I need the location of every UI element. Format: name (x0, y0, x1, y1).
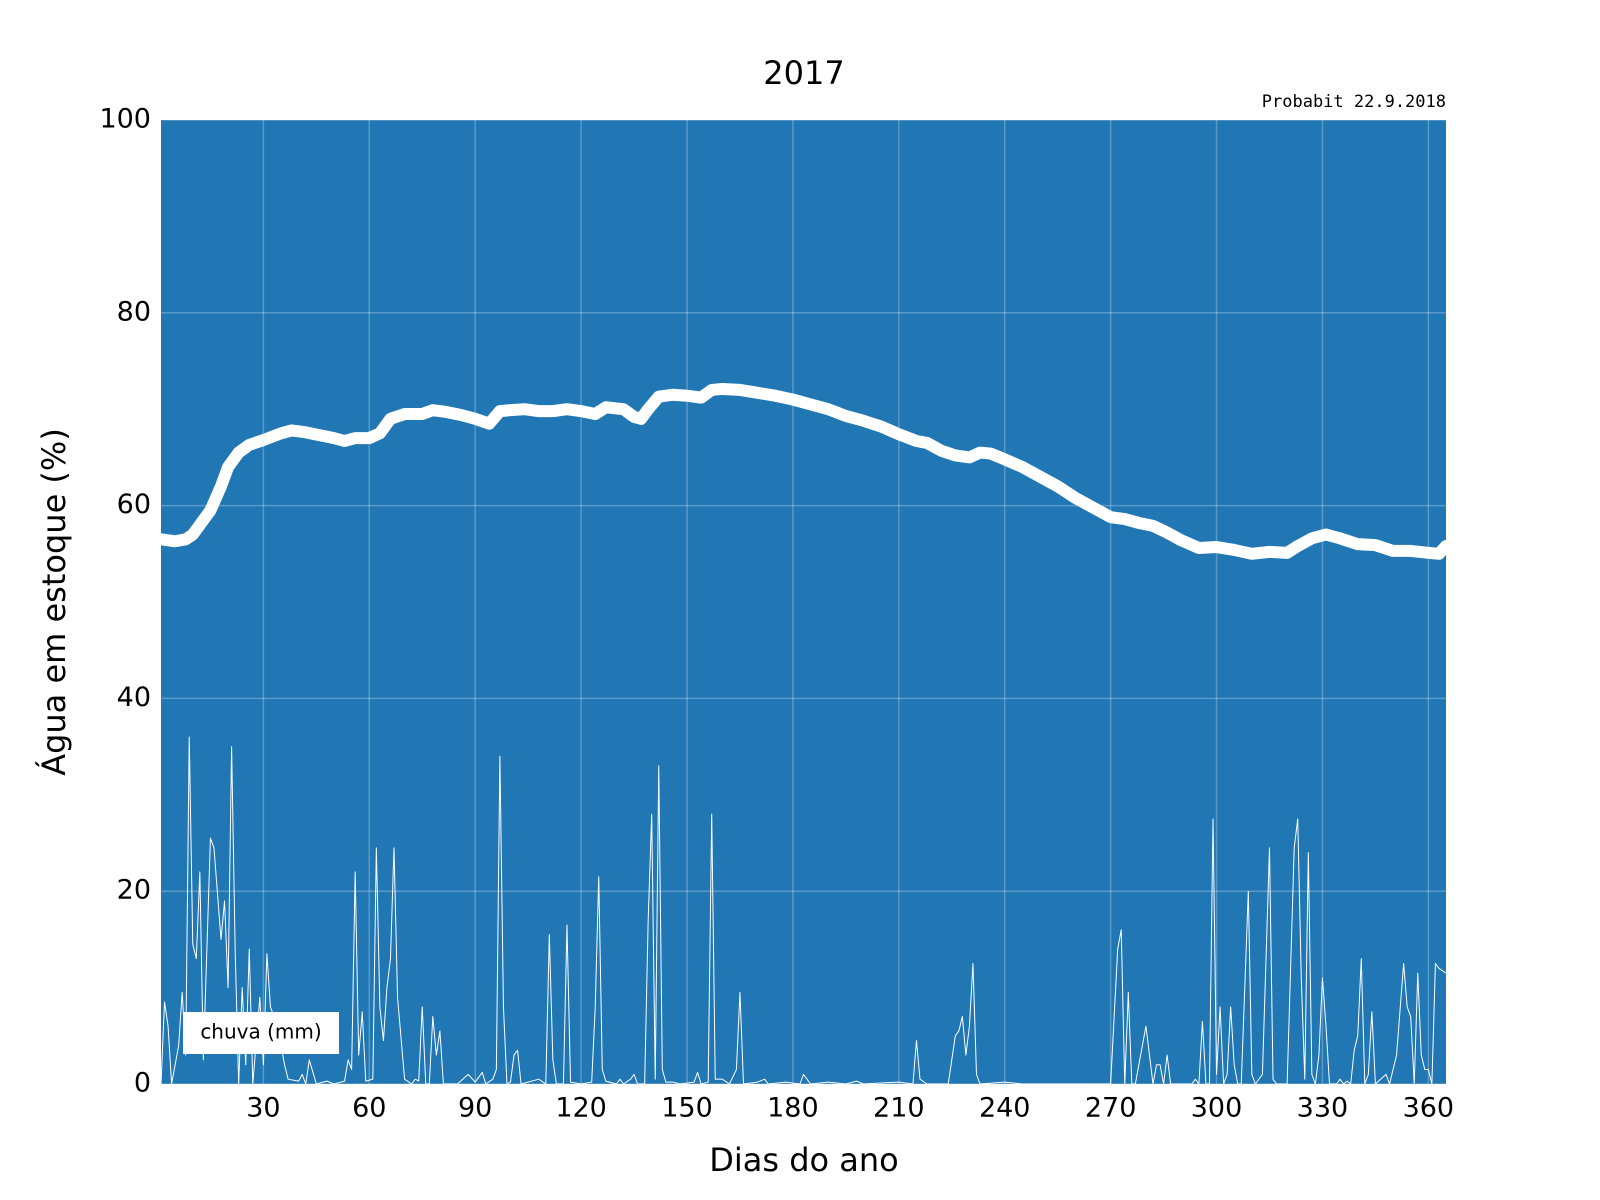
annotation: Probabit 22.9.2018 (1262, 92, 1446, 112)
chart-title: 2017 (763, 54, 844, 92)
y-tick-label: 80 (117, 296, 151, 327)
y-tick-label: 100 (99, 104, 151, 135)
x-tick-label: 150 (661, 1093, 713, 1124)
series-line (155, 382, 1452, 560)
y-tick-label: 60 (117, 489, 151, 520)
x-tick-label: 60 (352, 1093, 386, 1124)
y-axis-label: Água em estoque (%) (35, 428, 73, 776)
y-tick-label: 0 (134, 1068, 151, 1099)
series-line (160, 736, 1447, 1085)
legend-label: chuva (mm) (200, 1020, 321, 1044)
legend: chuva (mm) (183, 1012, 339, 1054)
x-axis-label: Dias do ano (709, 1141, 899, 1179)
x-tick-label: 330 (1297, 1093, 1349, 1124)
x-tick-label: 300 (1191, 1093, 1243, 1124)
y-tick-label: 40 (117, 682, 151, 713)
y-tick-label: 20 (117, 875, 151, 906)
x-tick-label: 90 (458, 1093, 492, 1124)
x-tick-label: 270 (1085, 1093, 1137, 1124)
x-tick-label: 240 (979, 1093, 1031, 1124)
x-tick-label: 360 (1403, 1093, 1455, 1124)
legend-box (183, 1012, 339, 1054)
x-tick-label: 210 (873, 1093, 925, 1124)
x-tick-label: 30 (246, 1093, 280, 1124)
x-tick-label: 180 (767, 1093, 819, 1124)
x-tick-label: 120 (555, 1093, 607, 1124)
